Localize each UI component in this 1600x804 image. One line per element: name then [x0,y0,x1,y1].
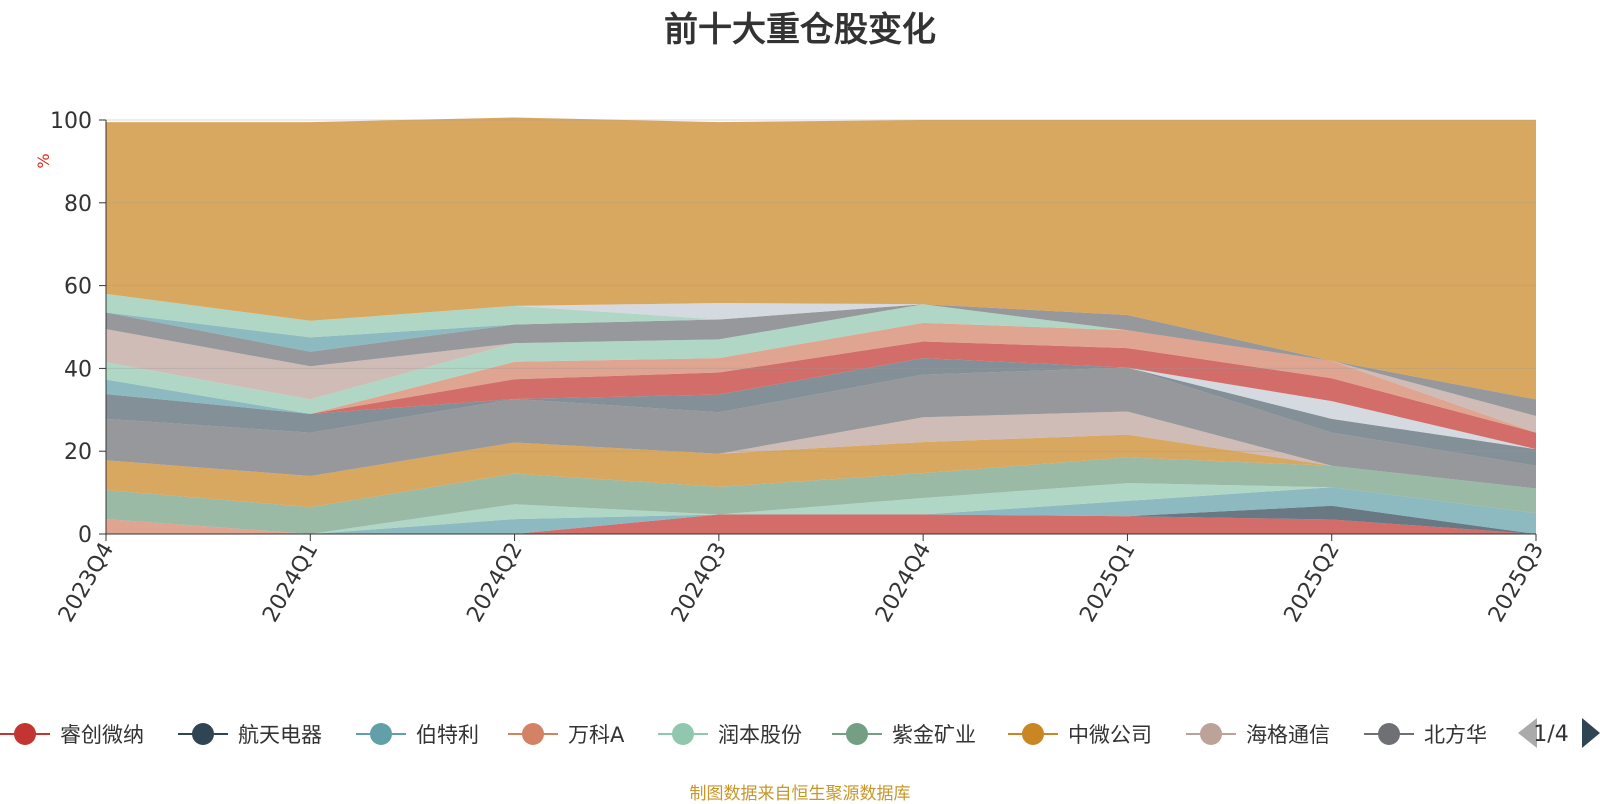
series-area-14 [106,304,1536,433]
legend-marker-8 [1378,723,1400,745]
series-area-11 [106,341,1536,450]
series-area-7 [106,411,1536,489]
series-area-9 [106,358,1536,466]
series-area-12 [106,322,1536,433]
x-tick-label-3: 2024Q3 [667,539,732,627]
legend-label-0: 睿创微纳 [60,723,144,747]
legend-label-4: 润本股份 [718,723,802,747]
legend-item-7[interactable]: 海格通信 [1186,723,1330,747]
x-tick-label-4: 2024Q4 [871,539,936,627]
x-tick-label-2: 2024Q2 [462,539,527,627]
legend-label-1: 航天电器 [238,723,322,747]
legend-label-6: 中微公司 [1068,723,1152,747]
legend-marker-7 [1200,723,1222,745]
legend-item-6[interactable]: 中微公司 [1008,723,1152,747]
grid-lines [106,119,1536,452]
series-area-17 [106,304,1536,400]
legend-item-2[interactable]: 伯特利 [356,723,479,747]
y-tick-label-0: 0 [78,523,92,548]
series-area-18 [106,293,1536,400]
legend-marker-0 [14,723,36,745]
legend-label-2: 伯特利 [416,723,479,747]
x-tick-label-0: 2023Q4 [54,539,119,627]
y-tick-label-1: 20 [64,440,92,465]
series-area-5 [106,457,1536,534]
series-area-4 [106,483,1536,534]
chart-title: 前十大重仓股变化 [664,10,936,50]
legend-label-7: 海格通信 [1246,723,1330,747]
series-area-6 [106,434,1536,508]
legend-marker-4 [672,723,694,745]
legend-marker-1 [192,723,214,745]
legend-item-1[interactable]: 航天电器 [178,723,322,747]
x-tick-label-1: 2024Q1 [258,539,323,627]
legend-item-0[interactable]: 睿创微纳 [0,723,144,747]
series-area-0 [106,514,1536,534]
stacked-areas [106,117,1536,534]
prev-page-icon[interactable] [1518,718,1537,748]
series-area-20 [106,117,1536,400]
next-page-icon[interactable] [1582,718,1600,748]
y-tick-label-5: 100 [50,109,92,134]
legend-item-4[interactable]: 润本股份 [658,723,802,747]
series-area-2 [106,487,1536,534]
legend-item-5[interactable]: 紫金矿业 [832,723,976,747]
y-axis-label: % [34,153,53,168]
legend-marker-3 [522,723,544,745]
y-tick-label-3: 60 [64,275,92,300]
legend-marker-6 [1022,723,1044,745]
legend-marker-5 [846,723,868,745]
x-tick-label-6: 2025Q2 [1280,539,1345,627]
x-tick-label-7: 2025Q3 [1484,539,1549,627]
series-area-8 [106,367,1536,489]
legend-page-indicator: 1/4 [1533,722,1568,747]
legend-pager[interactable]: 1/4 [1518,718,1600,748]
series-area-15 [106,304,1536,433]
legend-item-3[interactable]: 万科A [508,723,625,747]
legend-item-8[interactable]: 北方华 [1364,723,1487,747]
legend-label-5: 紫金矿业 [892,723,976,747]
legend[interactable]: 睿创微纳 航天电器 伯特利 万科A 润本股份 紫金矿业 中微公司 海格通信 北方华 [0,723,1487,747]
legend-marker-2 [370,723,392,745]
series-area-16 [106,304,1536,416]
source-note: 制图数据来自恒生聚源数据库 [689,784,911,804]
y-tick-label-4: 80 [64,192,92,217]
legend-label-3: 万科A [568,723,625,747]
x-tick-label-5: 2025Q1 [1075,539,1140,627]
y-tick-label-2: 40 [64,357,92,382]
legend-label-8: 北方华 [1424,723,1487,747]
